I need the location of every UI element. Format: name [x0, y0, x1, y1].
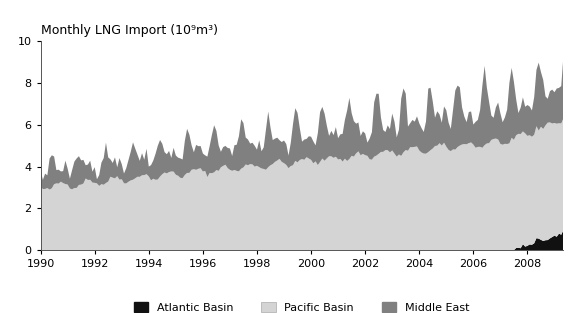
Text: Monthly LNG Import (10⁹m³): Monthly LNG Import (10⁹m³) [41, 24, 218, 37]
Legend: Atlantic Basin, Pacific Basin, Middle East: Atlantic Basin, Pacific Basin, Middle Ea… [129, 298, 474, 313]
